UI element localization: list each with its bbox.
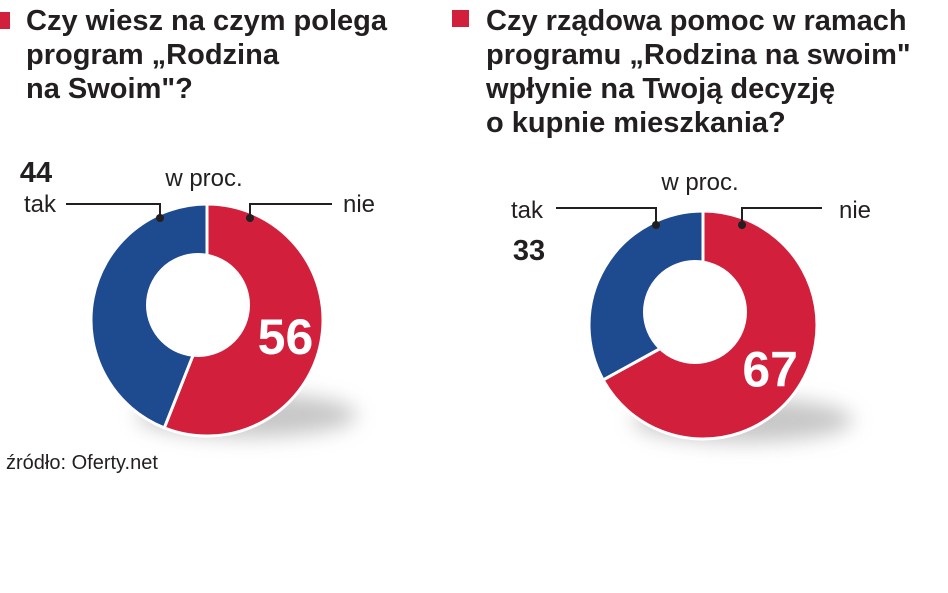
unit-label: w proc.	[164, 165, 242, 192]
value-label-nie: 67	[742, 341, 798, 397]
chart-title-2-line: o kupnie mieszkania?	[486, 107, 786, 139]
value-label-nie: 56	[258, 309, 314, 365]
value-label-tak: 33	[513, 235, 545, 267]
unit-label: w proc.	[660, 169, 738, 196]
leader-dot-nie	[738, 221, 746, 229]
chart-title-2-line: Czy rządowa pomoc w ramach	[486, 5, 907, 37]
leader-dot-tak	[156, 214, 164, 222]
value-label-tak: 44	[20, 157, 52, 189]
donut-chart-2: w proc. tak nie 33 67	[511, 169, 871, 442]
donut-chart-1: w proc. tak nie 44 56	[20, 157, 375, 438]
donut-hole	[146, 253, 250, 357]
chart-title-1-line: Czy wiesz na czym polega	[26, 5, 388, 37]
donut-hole	[643, 260, 747, 364]
chart-title-1-line: na Swoim"?	[26, 73, 193, 105]
leader-line-tak	[66, 203, 161, 218]
slice-label-tak: tak	[24, 191, 57, 218]
title-marker-1	[0, 12, 10, 29]
chart-title-2: Czy rządowa pomoc w ramach programu „Rod…	[486, 4, 911, 140]
leader-line-tak	[556, 207, 657, 225]
leader-dot-tak	[652, 221, 660, 229]
title-marker-2	[452, 10, 469, 27]
slice-label-tak: tak	[511, 197, 544, 224]
chart-title-1: Czy wiesz na czym polega program „Rodzin…	[26, 4, 387, 106]
chart-title-2-line: wpłynie na Twoją decyzję	[486, 73, 836, 105]
source-note: źródło: Oferty.net	[6, 452, 158, 474]
leader-line-nie	[249, 203, 332, 218]
slice-label-nie: nie	[839, 197, 871, 224]
leader-line-nie	[741, 207, 822, 225]
slice-label-nie: nie	[343, 191, 375, 218]
leader-dot-nie	[246, 214, 254, 222]
chart-title-1-line: program „Rodzina	[26, 39, 279, 71]
chart-title-2-line: programu „Rodzina na swoim"	[486, 39, 911, 71]
